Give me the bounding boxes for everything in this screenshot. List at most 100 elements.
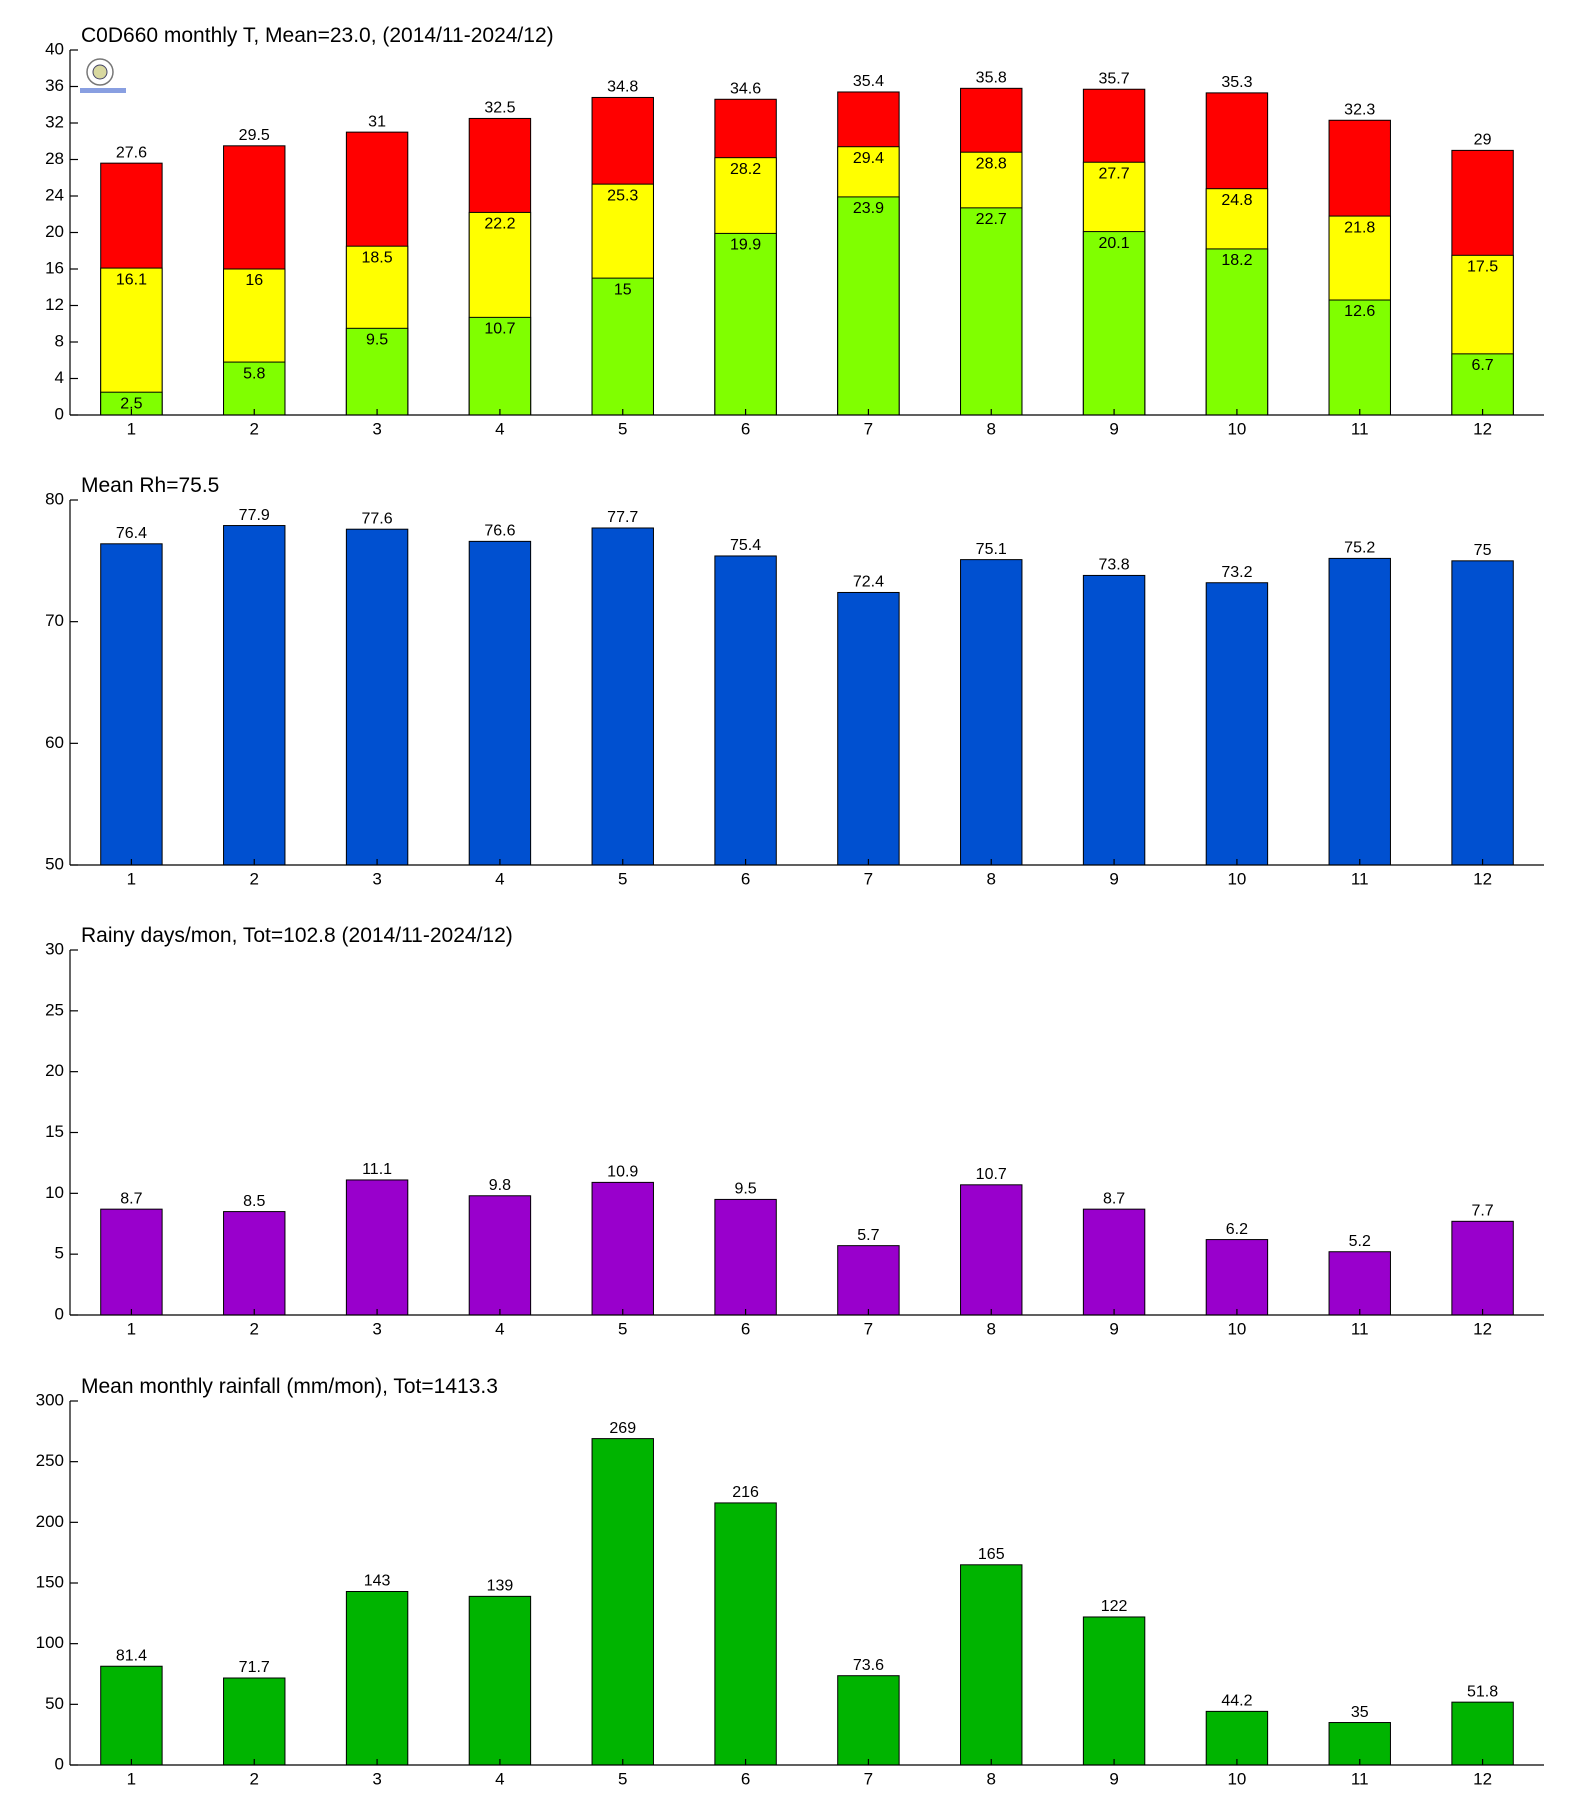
value-label: 18.5 xyxy=(362,249,393,266)
bar xyxy=(714,1198,777,1316)
bar xyxy=(223,525,286,866)
x-tick-label: 1 xyxy=(127,869,136,888)
bar xyxy=(1451,353,1514,416)
x-tick-label: 7 xyxy=(864,419,873,438)
value-label: 24.8 xyxy=(1221,192,1252,209)
value-label: 34.8 xyxy=(607,79,638,96)
y-tick-label: 12 xyxy=(45,295,64,314)
y-tick-label: 60 xyxy=(45,733,64,752)
value-label: 73.8 xyxy=(1099,557,1130,574)
value-label: 34.6 xyxy=(730,80,761,97)
y-tick-label: 15 xyxy=(45,1122,64,1141)
y-tick-label: 10 xyxy=(45,1183,64,1202)
value-label: 28.8 xyxy=(976,155,1007,172)
value-label: 5.8 xyxy=(243,365,265,382)
y-tick-label: 28 xyxy=(45,149,64,168)
y-tick-label: 0 xyxy=(55,404,64,423)
x-tick-label: 10 xyxy=(1227,1769,1246,1788)
y-tick-label: 20 xyxy=(45,222,64,241)
bar xyxy=(960,1184,1023,1316)
x-tick-label: 11 xyxy=(1351,419,1369,438)
x-tick-label: 12 xyxy=(1473,1769,1492,1788)
x-tick-label: 4 xyxy=(495,869,504,888)
bar xyxy=(345,1590,409,1766)
value-label: 29.5 xyxy=(239,127,270,144)
x-tick-label: 12 xyxy=(1473,869,1492,888)
x-tick-label: 3 xyxy=(372,1319,381,1338)
x-tick-label: 5 xyxy=(618,1319,627,1338)
bar xyxy=(1328,1722,1391,1766)
x-tick-label: 1 xyxy=(127,419,136,438)
x-tick-label: 5 xyxy=(618,869,627,888)
value-label: 20.1 xyxy=(1099,235,1130,252)
y-tick-label: 200 xyxy=(36,1512,64,1531)
x-tick-label: 2 xyxy=(250,1769,259,1788)
bar xyxy=(1082,1616,1146,1766)
value-label: 27.7 xyxy=(1099,165,1130,182)
value-label: 8.5 xyxy=(243,1193,265,1210)
value-label: 22.7 xyxy=(976,211,1007,228)
value-label: 35.3 xyxy=(1221,74,1252,91)
x-tick-label: 9 xyxy=(1109,1769,1118,1788)
logo-emblem xyxy=(92,64,108,80)
bar xyxy=(1082,574,1146,866)
x-tick-label: 8 xyxy=(987,1769,996,1788)
x-tick-label: 8 xyxy=(987,1319,996,1338)
bar xyxy=(1451,560,1514,866)
bar xyxy=(100,543,163,866)
value-label: 6.7 xyxy=(1471,357,1493,374)
value-label: 23.9 xyxy=(853,200,884,217)
value-label: 27.6 xyxy=(116,144,147,161)
x-tick-label: 1 xyxy=(127,1319,136,1338)
x-tick-label: 7 xyxy=(864,1319,873,1338)
x-tick-label: 5 xyxy=(618,419,627,438)
x-tick-label: 4 xyxy=(495,419,504,438)
x-tick-label: 8 xyxy=(987,419,996,438)
bar xyxy=(837,1675,900,1766)
value-label: 35.4 xyxy=(853,73,884,90)
chart-title: Mean monthly rainfall (mm/mon), Tot=1413… xyxy=(81,1375,498,1398)
bar xyxy=(837,1245,900,1316)
value-label: 22.2 xyxy=(484,216,515,233)
bar xyxy=(345,327,409,416)
bar xyxy=(714,555,777,866)
value-label: 11.1 xyxy=(362,1161,392,1178)
bar xyxy=(960,1564,1023,1766)
value-label: 269 xyxy=(609,1420,636,1437)
x-tick-label: 6 xyxy=(741,419,750,438)
x-tick-label: 9 xyxy=(1109,1319,1118,1338)
bar xyxy=(714,1502,777,1766)
x-tick-label: 3 xyxy=(372,1769,381,1788)
bar xyxy=(1451,1220,1514,1316)
x-tick-label: 12 xyxy=(1473,419,1492,438)
bar xyxy=(1328,299,1391,416)
bar xyxy=(1205,248,1269,416)
value-label: 76.4 xyxy=(116,525,147,542)
bar xyxy=(1451,1701,1514,1766)
y-tick-label: 36 xyxy=(45,76,64,95)
bar xyxy=(837,196,900,416)
bar xyxy=(1328,1251,1391,1316)
bar xyxy=(591,527,654,866)
y-tick-label: 70 xyxy=(45,611,64,630)
chart-title: C0D660 monthly T, Mean=23.0, (2014/11-20… xyxy=(81,24,554,47)
y-tick-label: 25 xyxy=(45,1000,64,1019)
bar xyxy=(345,1179,409,1316)
value-label: 21.8 xyxy=(1344,219,1375,236)
y-tick-label: 32 xyxy=(45,112,64,131)
value-label: 7.7 xyxy=(1471,1203,1493,1220)
y-tick-label: 80 xyxy=(45,489,64,508)
y-tick-label: 0 xyxy=(55,1304,64,1323)
value-label: 51.8 xyxy=(1467,1683,1498,1700)
x-tick-label: 10 xyxy=(1227,869,1246,888)
x-tick-label: 11 xyxy=(1351,1769,1369,1788)
value-label: 32.5 xyxy=(484,100,515,117)
bar xyxy=(100,1665,163,1766)
y-tick-label: 40 xyxy=(45,39,64,58)
x-tick-label: 10 xyxy=(1227,1319,1246,1338)
x-tick-label: 2 xyxy=(250,1319,259,1338)
bar xyxy=(100,267,163,416)
value-label: 81.4 xyxy=(116,1647,147,1664)
value-label: 18.2 xyxy=(1221,252,1252,269)
